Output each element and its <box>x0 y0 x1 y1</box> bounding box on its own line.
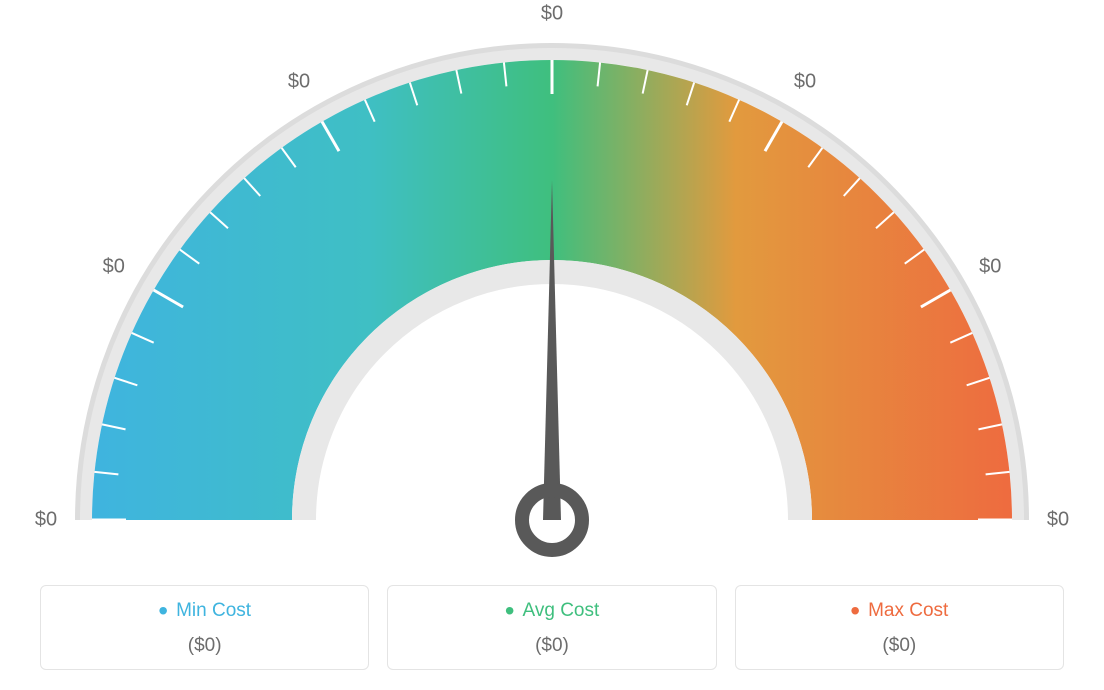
gauge-tick-label: $0 <box>103 256 125 279</box>
gauge-svg <box>32 40 1072 570</box>
legend-card-max: Max Cost ($0) <box>735 585 1064 670</box>
legend-min-value: ($0) <box>51 635 358 657</box>
legend-avg-label-text: Avg Cost <box>523 600 600 622</box>
gauge-chart: $0 $0 $0 $0 $0 $0 $0 <box>0 0 1104 580</box>
legend-min-label: Min Cost <box>158 600 251 622</box>
legend-card-min: Min Cost ($0) <box>40 585 369 670</box>
legend-row: Min Cost ($0) Avg Cost ($0) Max Cost ($0… <box>40 585 1064 670</box>
legend-min-label-text: Min Cost <box>176 600 251 622</box>
gauge-tick-label: $0 <box>1047 509 1069 532</box>
gauge-tick-label: $0 <box>541 3 563 26</box>
gauge-tick-label: $0 <box>979 256 1001 279</box>
legend-avg-label: Avg Cost <box>505 600 600 622</box>
gauge-tick-label: $0 <box>35 509 57 532</box>
gauge-tick-label: $0 <box>288 70 310 93</box>
legend-max-value: ($0) <box>746 635 1053 657</box>
gauge-tick-label: $0 <box>794 70 816 93</box>
legend-max-label: Max Cost <box>850 600 948 622</box>
legend-max-label-text: Max Cost <box>868 600 948 622</box>
legend-avg-value: ($0) <box>398 635 705 657</box>
legend-card-avg: Avg Cost ($0) <box>387 585 716 670</box>
